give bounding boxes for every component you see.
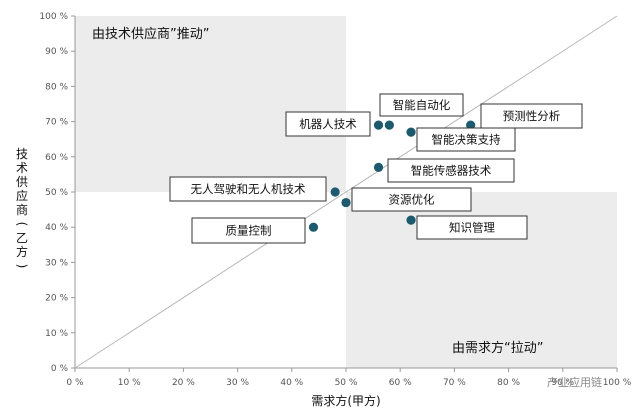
data-point: [406, 127, 416, 137]
y-tick-label: 30 %: [45, 258, 68, 268]
region-label-pushed: 由技术供应商”推动”: [92, 26, 209, 42]
data-point: [341, 197, 351, 208]
point-label-frame: [285, 111, 371, 137]
point-label-box: 智能决策支持: [416, 127, 516, 152]
x-axis-title: 需求方(甲方): [311, 393, 380, 408]
x-tick-label: 90 %: [551, 378, 574, 388]
point-label: 资源优化: [389, 193, 435, 207]
point-label-box: 机器人技术: [285, 111, 371, 137]
y-axis-title-glyph: 技: [16, 147, 28, 161]
point-label: 知识管理: [449, 221, 495, 235]
y-tick-label: 100 %: [39, 12, 68, 22]
point-label-box: 质量控制: [191, 217, 306, 244]
point-label-box: 智能传感器技术: [387, 158, 515, 183]
y-tick-label: 20 %: [45, 294, 68, 304]
shaded-region-top-left: [75, 16, 346, 192]
data-point: [466, 120, 476, 130]
x-tick-label: 20 %: [172, 378, 195, 388]
watermark-text: 产业应用链: [547, 375, 602, 389]
data-point: [373, 162, 384, 172]
y-axis-title-glyph: 方: [16, 244, 28, 259]
region-label-pulled: 由需求方“拉动”: [452, 340, 543, 356]
y-axis-title-glyph: 乙: [16, 231, 28, 245]
y-axis-title: 技术供应商 ( 乙方): [15, 147, 29, 268]
point-label-frame: [191, 217, 306, 244]
point-label-frame: [416, 127, 516, 152]
y-axis-title-glyph: 术: [16, 161, 28, 175]
y-tick-label: 60 %: [45, 153, 68, 163]
point-label-frame: [416, 215, 528, 240]
x-tick-label: 0 %: [66, 378, 84, 388]
y-tick-label: 50 %: [45, 188, 68, 198]
point-label: 质量控制: [226, 224, 272, 238]
data-point: [384, 120, 394, 130]
x-tick-label: 50 %: [335, 378, 358, 388]
point-label-box: 预测性分析: [480, 103, 583, 129]
point-label-box: 资源优化: [351, 187, 472, 212]
point-label-box: 知识管理: [416, 215, 528, 240]
x-tick-label: 80 %: [497, 378, 520, 388]
x-tick-label: 100 %: [603, 378, 632, 388]
data-point: [308, 222, 319, 232]
y-tick-label: 80 %: [45, 82, 68, 92]
y-axis-title-glyph: 应: [16, 188, 28, 203]
data-point: [373, 120, 384, 130]
data-point: [330, 187, 340, 197]
point-label: 智能决策支持: [432, 133, 501, 147]
y-tick-label: 0 %: [51, 364, 69, 374]
y-axis-title-glyph: 商: [16, 202, 28, 217]
y-axis-title-glyph: ): [15, 264, 29, 269]
y-axis-title-glyph: 供: [16, 175, 28, 189]
x-tick-label: 30 %: [226, 378, 249, 388]
point-label: 预测性分析: [503, 109, 561, 123]
x-tick-label: 70 %: [443, 378, 466, 388]
y-axis-title-glyph: (: [15, 222, 29, 227]
point-label-frame: [379, 93, 464, 117]
data-point: [406, 215, 416, 225]
x-tick-label: 60 %: [389, 378, 412, 388]
y-tick-label: 70 %: [45, 118, 68, 128]
point-label-box: 无人驾驶和无人机技术: [169, 176, 327, 202]
point-label-frame: [169, 176, 327, 202]
point-label: 智能自动化: [393, 98, 451, 112]
x-tick-label: 40 %: [280, 378, 303, 388]
y-tick-label: 10 %: [45, 329, 68, 339]
y-tick-label: 40 %: [45, 223, 68, 233]
point-label-frame: [351, 187, 472, 212]
y-tick-label: 90 %: [45, 47, 68, 57]
point-label: 智能传感器技术: [411, 164, 492, 178]
point-label: 机器人技术: [299, 117, 357, 131]
diagonal-reference-line: [74, 15, 618, 369]
x-tick-label: 10 %: [118, 378, 141, 388]
point-label-frame: [480, 103, 583, 129]
point-label-frame: [387, 158, 515, 183]
point-label-box: 智能自动化: [379, 93, 464, 117]
point-label: 无人驾驶和无人机技术: [191, 182, 306, 196]
